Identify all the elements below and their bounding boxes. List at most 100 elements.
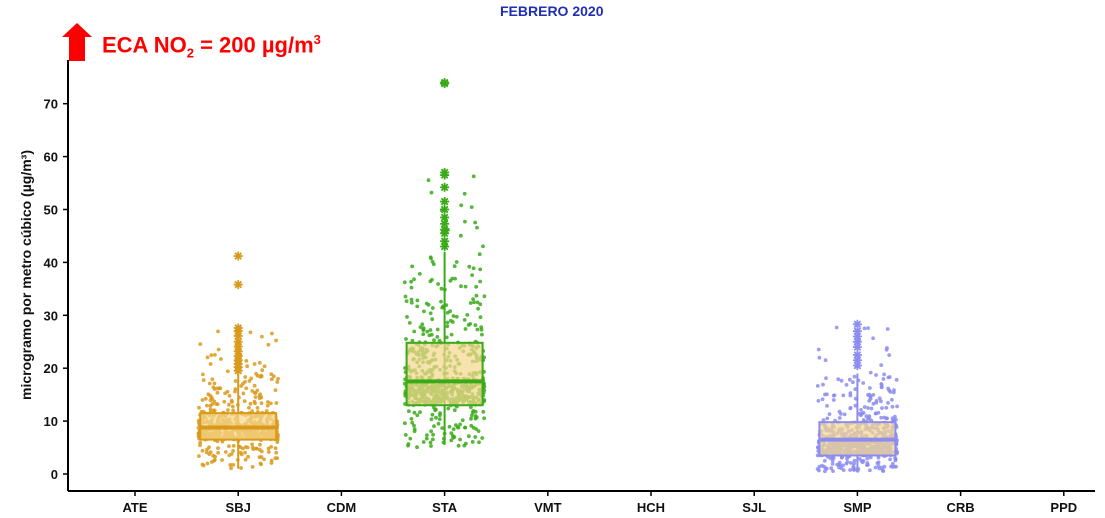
data-point: [216, 450, 221, 455]
outlier-mark: [852, 326, 862, 336]
x-tick-label: STA: [432, 500, 458, 515]
data-point: [445, 320, 450, 325]
data-point: [816, 347, 821, 352]
data-point: [409, 417, 414, 421]
data-point: [477, 440, 481, 445]
data-point: [882, 464, 887, 469]
data-point: [208, 407, 213, 412]
data-point: [409, 285, 414, 290]
data-point: [440, 426, 445, 430]
data-point: [471, 174, 476, 179]
data-point: [226, 408, 230, 412]
data-point: [884, 347, 889, 352]
data-point: [881, 377, 886, 381]
data-point: [250, 409, 255, 414]
x-tick-label: SJL: [742, 500, 766, 515]
data-point: [481, 244, 485, 249]
data-point: [428, 311, 433, 316]
data-point: [205, 447, 209, 452]
data-point: [229, 466, 234, 471]
data-point: [874, 373, 878, 377]
data-point: [213, 353, 217, 357]
data-point: [205, 403, 209, 408]
data-point: [270, 331, 274, 336]
y-tick-label: 60: [44, 150, 58, 165]
data-point: [274, 338, 278, 343]
data-point: [463, 219, 467, 224]
data-point: [830, 458, 835, 463]
data-point: [266, 342, 271, 347]
y-axis-label: microgramo por metro cúbico (µg/m³): [18, 150, 34, 400]
data-point: [231, 463, 236, 467]
data-point: [459, 233, 463, 238]
data-point: [462, 191, 467, 196]
data-point: [848, 461, 853, 465]
data-point: [841, 463, 845, 468]
data-point: [253, 395, 258, 399]
data-point: [425, 433, 429, 437]
data-point: [892, 388, 896, 392]
data-point: [428, 328, 433, 332]
data-point: [212, 458, 217, 462]
data-point: [421, 332, 426, 337]
data-point: [454, 314, 459, 319]
outlier-mark: [852, 319, 862, 329]
data-point: [853, 403, 858, 408]
data-point: [865, 456, 870, 461]
data-point: [874, 411, 878, 416]
data-point: [823, 358, 828, 363]
data-point: [449, 332, 454, 337]
eca-annotation: ECA NO2 = 200 µg/m3: [62, 22, 321, 62]
data-point: [478, 279, 482, 284]
data-point: [404, 299, 409, 304]
data-point: [211, 408, 216, 413]
data-point: [876, 455, 881, 460]
data-point: [426, 303, 431, 307]
data-point: [420, 322, 425, 327]
data-point: [243, 375, 248, 379]
data-point: [205, 461, 210, 466]
data-point: [244, 386, 249, 391]
data-point: [822, 464, 826, 469]
data-point: [421, 327, 426, 332]
data-point: [438, 413, 442, 418]
data-point: [201, 463, 206, 468]
data-point: [251, 447, 256, 451]
data-point: [886, 401, 890, 405]
data-point: [268, 401, 273, 406]
data-point: [890, 397, 894, 402]
data-point: [259, 462, 263, 467]
data-point: [895, 404, 899, 409]
data-point: [233, 379, 238, 383]
y-tick-label: 0: [51, 467, 58, 482]
data-point: [448, 278, 453, 283]
data-point: [839, 412, 843, 416]
data-point: [424, 436, 429, 441]
data-point: [434, 415, 438, 420]
data-point: [841, 393, 846, 398]
data-point: [271, 374, 276, 379]
data-point: [257, 394, 262, 399]
data-point: [430, 277, 434, 282]
data-point: [265, 403, 270, 408]
outlier-mark: [440, 182, 450, 192]
data-point: [862, 405, 867, 409]
data-point: [866, 326, 870, 330]
data-point: [467, 264, 472, 269]
data-point: [429, 190, 434, 195]
x-tick-label: CDM: [327, 500, 357, 515]
data-point: [468, 322, 473, 326]
data-point: [214, 402, 219, 406]
data-point: [432, 424, 436, 428]
data-point: [868, 455, 873, 460]
data-point: [463, 425, 467, 430]
data-point: [417, 272, 422, 276]
data-point: [470, 413, 474, 418]
data-point: [816, 398, 821, 403]
data-point: [273, 446, 278, 451]
data-point: [476, 306, 480, 311]
data-point: [481, 409, 486, 414]
data-point: [817, 355, 822, 360]
data-point: [865, 461, 870, 465]
data-point: [472, 300, 476, 305]
